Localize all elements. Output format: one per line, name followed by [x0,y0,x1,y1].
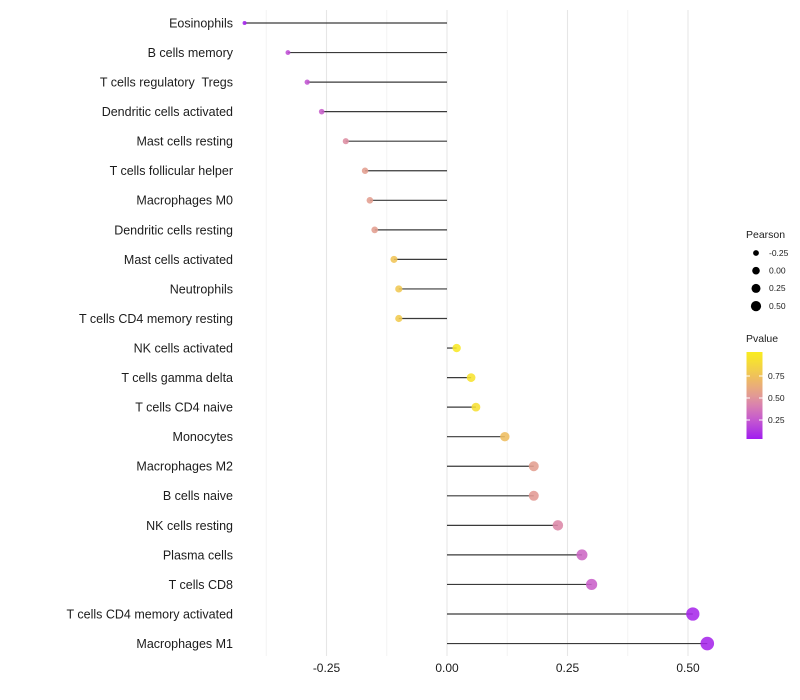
size-legend-label: -0.25 [769,248,789,258]
data-point [395,314,403,323]
data-point [471,402,481,412]
data-point [500,432,510,442]
data-point [304,79,310,85]
size-legend-label: 0.50 [769,301,786,311]
data-point [371,226,379,234]
data-point [552,520,564,531]
y-axis-label: T cells CD4 naive [135,401,233,415]
y-axis-label: Macrophages M0 [136,194,233,208]
size-legend-dot [750,301,762,312]
y-axis-label: T cells CD4 memory resting [79,312,233,326]
y-axis-label: T cells follicular helper [110,164,233,178]
x-axis-label: 0.50 [676,661,700,675]
y-axis-label: Mast cells activated [124,253,233,267]
y-axis-labels: Eosinophils B cells memory T cells regulat… [67,16,234,651]
data-point [395,285,403,293]
y-axis-label: T cells gamma delta [121,371,233,385]
y-axis-label: T cells CD4 memory activated [67,607,234,621]
size-legend-label: 0.00 [769,266,786,276]
data-point [366,197,374,204]
size-legend: Pearson -0.25 0.00 0.25 0.50 [746,229,789,312]
data-point [528,490,539,501]
data-point [452,343,461,353]
y-axis-label: Macrophages M1 [136,637,233,651]
data-point [242,21,247,25]
y-axis-label: Eosinophils [169,16,233,30]
data-point [342,138,349,145]
data-point [318,108,325,115]
size-legend-dot [752,266,760,275]
y-axis-label: Monocytes [173,430,233,444]
data-point [528,461,539,472]
gridlines [265,10,689,656]
data-point [466,373,476,382]
y-axis-label: B cells naive [163,489,233,503]
color-legend-label: 0.75 [768,371,785,381]
size-legend-label: 0.25 [769,283,786,293]
y-axis-label: T cells regulatory Tregs [100,76,233,90]
data-point [686,607,700,621]
color-legend-label: 0.50 [768,393,785,403]
data-point [586,578,598,591]
size-legend-dot [753,250,759,256]
size-legend-dot [751,283,761,293]
y-axis-label: NK cells resting [146,519,233,533]
y-axis-label: B cells memory [148,46,234,60]
y-axis-label: Neutrophils [170,282,233,296]
y-axis-label: Dendritic cells resting [114,223,233,237]
y-axis-label: Plasma cells [163,548,233,562]
lollipop-stems [244,22,708,645]
x-axis-label: 0.25 [556,661,580,675]
data-point [576,549,588,561]
x-axis-label: -0.25 [313,661,341,675]
y-axis-label: Mast cells resting [136,135,233,149]
size-legend-title: Pearson [746,229,785,241]
data-point [285,50,291,55]
y-axis-label: T cells CD8 [169,578,233,592]
y-axis-label: Dendritic cells activated [102,105,233,119]
x-axis-label: 0.00 [435,661,459,675]
color-legend-label: 0.25 [768,415,785,425]
x-axis-labels: -0.25 0.00 0.25 0.50 [313,661,700,675]
data-point [390,255,398,263]
color-legend: Pvalue 0.75 0.50 0.25 [746,333,785,439]
y-axis-label: Macrophages M2 [136,460,233,474]
color-legend-title: Pvalue [746,333,778,345]
data-point [361,167,369,174]
color-legend-bar [746,352,763,439]
data-points [242,21,715,651]
y-axis-label: NK cells activated [134,341,233,355]
data-point [700,636,715,651]
